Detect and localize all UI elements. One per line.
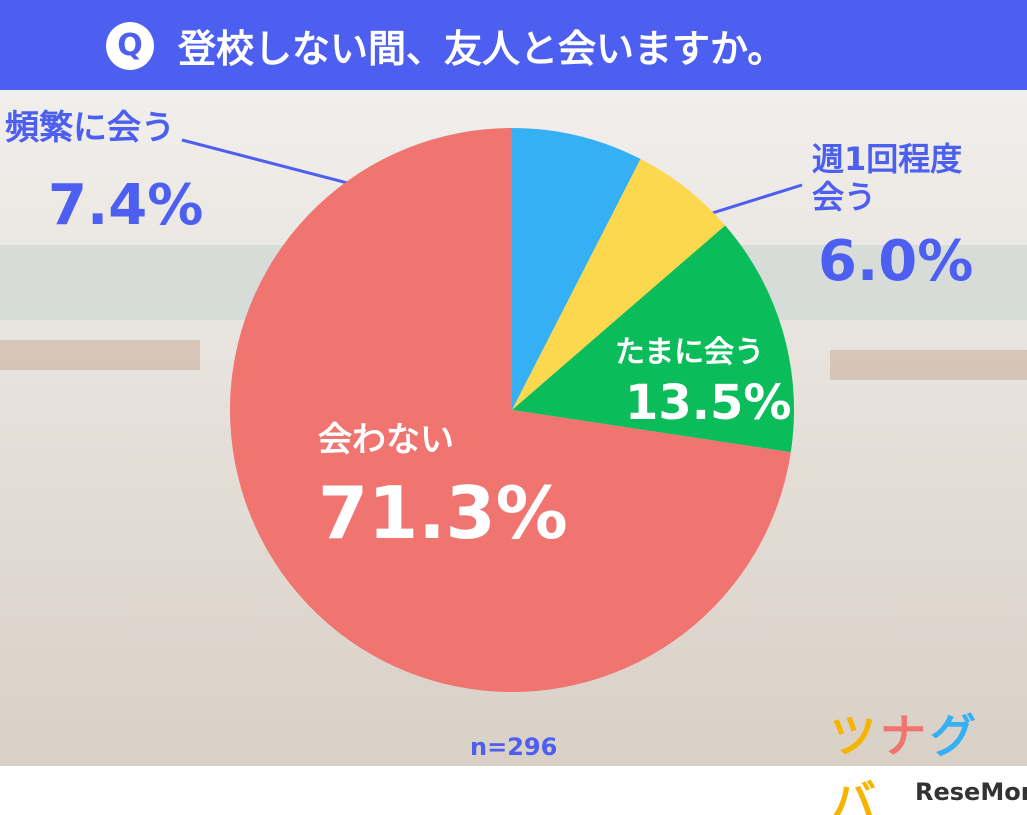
desk [0, 340, 200, 370]
source-logo: ReseMom [915, 778, 1027, 806]
brand-logo: ツナグバ [830, 700, 1027, 815]
category-label: 頻繁に会う [5, 108, 175, 148]
category-label: 週1回程度 会う [812, 140, 963, 217]
category-label: 会わない [318, 420, 454, 460]
value-label: 6.0% [818, 229, 974, 294]
pie-slice [512, 159, 726, 410]
pie-slice [229, 128, 791, 692]
value-label: 7.4% [48, 173, 204, 238]
desk [830, 350, 1027, 380]
pie-slice [512, 128, 641, 410]
header-bar [0, 0, 1027, 90]
chart-title: 登校しない間、友人と会いますか。 [178, 27, 786, 71]
sample-size: n=296 [470, 733, 558, 761]
value-label: 13.5% [625, 375, 792, 431]
pie [229, 128, 794, 692]
q-icon: Q [106, 22, 154, 70]
pie-slice [512, 225, 794, 453]
category-label: たまに会う [615, 335, 765, 370]
value-label: 71.3% [318, 471, 568, 555]
